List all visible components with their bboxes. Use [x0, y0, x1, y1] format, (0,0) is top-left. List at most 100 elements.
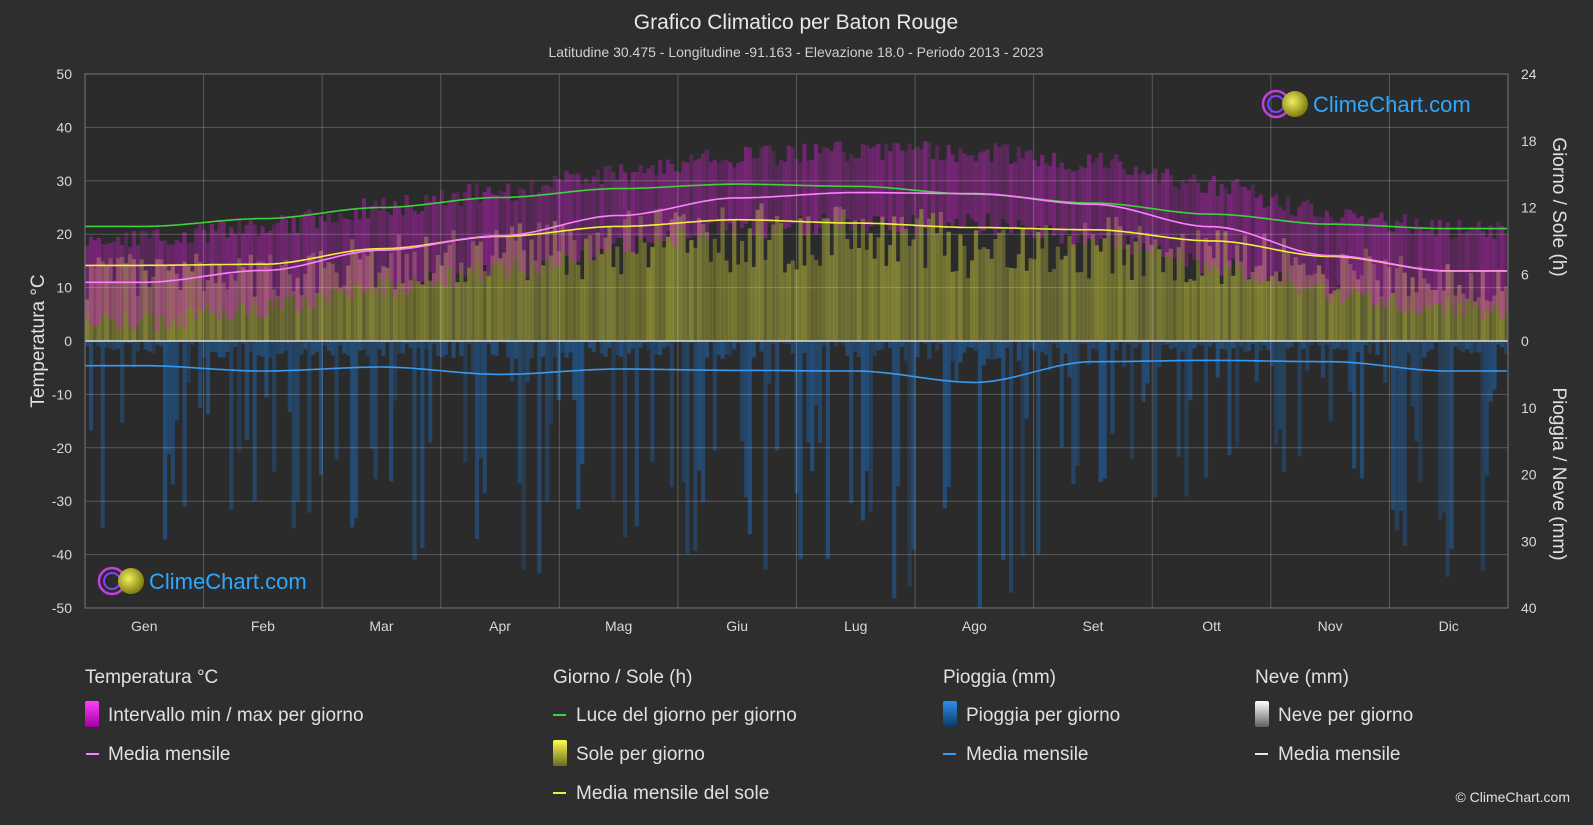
- temp-range-day-bar: [1106, 168, 1111, 241]
- rain-day-bar: [1480, 341, 1485, 572]
- sun-day-bar: [1274, 271, 1279, 341]
- rain-day-bar: [112, 341, 117, 351]
- sun-day-bar: [311, 252, 316, 341]
- x-tick-label-month: Mar: [369, 618, 393, 634]
- sun-day-bar: [1445, 264, 1450, 341]
- rain-day-bar: [1324, 341, 1329, 345]
- sun-day-bar: [1024, 270, 1029, 341]
- sun-day-bar: [529, 239, 534, 341]
- temp-range-day-bar: [1449, 238, 1454, 307]
- temp-range-day-bar: [1418, 226, 1423, 314]
- temp-range-day-bar: [1383, 221, 1388, 308]
- rain-day-bar: [354, 341, 359, 519]
- rain-day-bar: [1250, 341, 1255, 344]
- rain-day-bar: [845, 341, 850, 356]
- rain-day-bar: [1289, 341, 1294, 347]
- rain-day-bar: [283, 341, 289, 351]
- temp-range-day-bar: [431, 195, 437, 286]
- rain-day-bar: [291, 341, 296, 529]
- daylight-line: [85, 183, 1507, 230]
- sun-day-bar: [233, 280, 238, 341]
- rain-day-bar: [989, 341, 994, 360]
- rain-day-bar: [1410, 341, 1415, 407]
- temp-range-day-bar: [482, 192, 487, 265]
- rain-day-bar: [123, 341, 129, 344]
- sun-day-bar: [1086, 278, 1092, 341]
- temp-range-day-bar: [506, 183, 511, 278]
- temp-range-day-bar: [1001, 144, 1006, 220]
- rain-day-bar: [217, 341, 222, 358]
- temp-range-day-bar: [1328, 216, 1333, 304]
- sun-day-bar: [584, 238, 589, 341]
- legend-rain-day-swatch: [943, 701, 957, 727]
- sun-day-bar: [1281, 238, 1287, 341]
- temp-range-day-bar: [923, 141, 928, 229]
- rain-day-bar: [147, 341, 152, 352]
- temp-range-day-bar: [330, 222, 335, 290]
- rain-day-bar: [1437, 341, 1443, 520]
- temp-range-day-bar: [892, 143, 897, 226]
- temp-range-day-bar: [467, 184, 472, 268]
- temp-range-day-bar: [1355, 217, 1361, 292]
- temp-range-day-bar: [1496, 221, 1501, 310]
- rain-day-bar: [346, 341, 351, 356]
- rain-day-bar: [1203, 341, 1209, 478]
- temp-range-day-bar: [170, 244, 175, 320]
- temp-range-day-bar: [513, 200, 519, 260]
- rain-day-bar: [658, 341, 663, 356]
- sun-day-bar: [143, 270, 148, 341]
- sun-day-bar: [880, 216, 885, 341]
- rain-day-bar: [1476, 341, 1482, 353]
- rain-day-bar: [767, 341, 772, 384]
- sun-day-bar: [1032, 259, 1037, 341]
- rain-day-bar: [548, 341, 554, 425]
- sun-day-bar: [506, 235, 511, 341]
- rain-day-bar: [560, 341, 565, 353]
- rain-day-bar: [1281, 341, 1287, 472]
- sun-day-bar: [1398, 255, 1404, 341]
- y-right-bottom-tick-label: 40: [1521, 600, 1537, 616]
- rain-day-bar: [338, 341, 343, 346]
- temp-range-day-bar: [833, 141, 838, 218]
- sun-day-bar: [334, 272, 339, 341]
- sun-day-bar: [1137, 226, 1142, 341]
- rain-day-bar: [954, 341, 959, 382]
- sun-day-bar: [1125, 244, 1131, 341]
- rain-day-bar: [108, 341, 113, 349]
- sun-day-bar: [1320, 274, 1326, 341]
- temp-range-day-bar: [470, 197, 476, 273]
- sun-day-bar: [1067, 235, 1072, 341]
- temp-range-day-bar: [825, 148, 830, 219]
- temp-range-day-bar: [1437, 220, 1443, 304]
- rain-day-bar: [225, 341, 230, 353]
- rain-day-bar: [786, 341, 791, 344]
- temp-range-day-bar: [1051, 152, 1057, 236]
- rain-day-bar: [190, 341, 195, 345]
- temp-range-day-bar: [272, 224, 277, 308]
- temp-range-day-bar: [1090, 162, 1096, 240]
- sun-day-bar: [482, 271, 487, 341]
- temp-range-day-bar: [755, 158, 760, 225]
- temp-range-day-bar: [775, 165, 780, 221]
- sun-day-bar: [845, 239, 850, 341]
- temp-range-day-bar: [1316, 216, 1322, 285]
- temp-range-day-bar: [233, 233, 238, 313]
- temp-range-day-bar: [1258, 194, 1263, 285]
- y-right-bottom-axis-title: Pioggia / Neve (mm): [1548, 387, 1569, 560]
- temp-range-day-bar: [92, 240, 97, 327]
- temp-range-day-bar: [435, 202, 441, 283]
- temp-range-day-bar: [1277, 207, 1283, 272]
- rain-day-bar: [607, 341, 612, 348]
- temp-range-day-bar: [123, 232, 129, 314]
- sun-day-bar: [1488, 301, 1493, 341]
- rain-day-bar: [1406, 341, 1411, 353]
- sun-day-bar: [1235, 244, 1240, 341]
- sun-day-bar: [537, 222, 542, 341]
- rain-day-bar: [712, 341, 717, 452]
- temp-range-day-bar: [404, 195, 409, 295]
- rain-day-bar: [630, 341, 636, 349]
- sun-day-bar: [685, 252, 690, 341]
- sun-day-bar: [837, 207, 842, 341]
- temp-range-day-bar: [1305, 199, 1310, 289]
- rain-day-bar: [911, 341, 916, 550]
